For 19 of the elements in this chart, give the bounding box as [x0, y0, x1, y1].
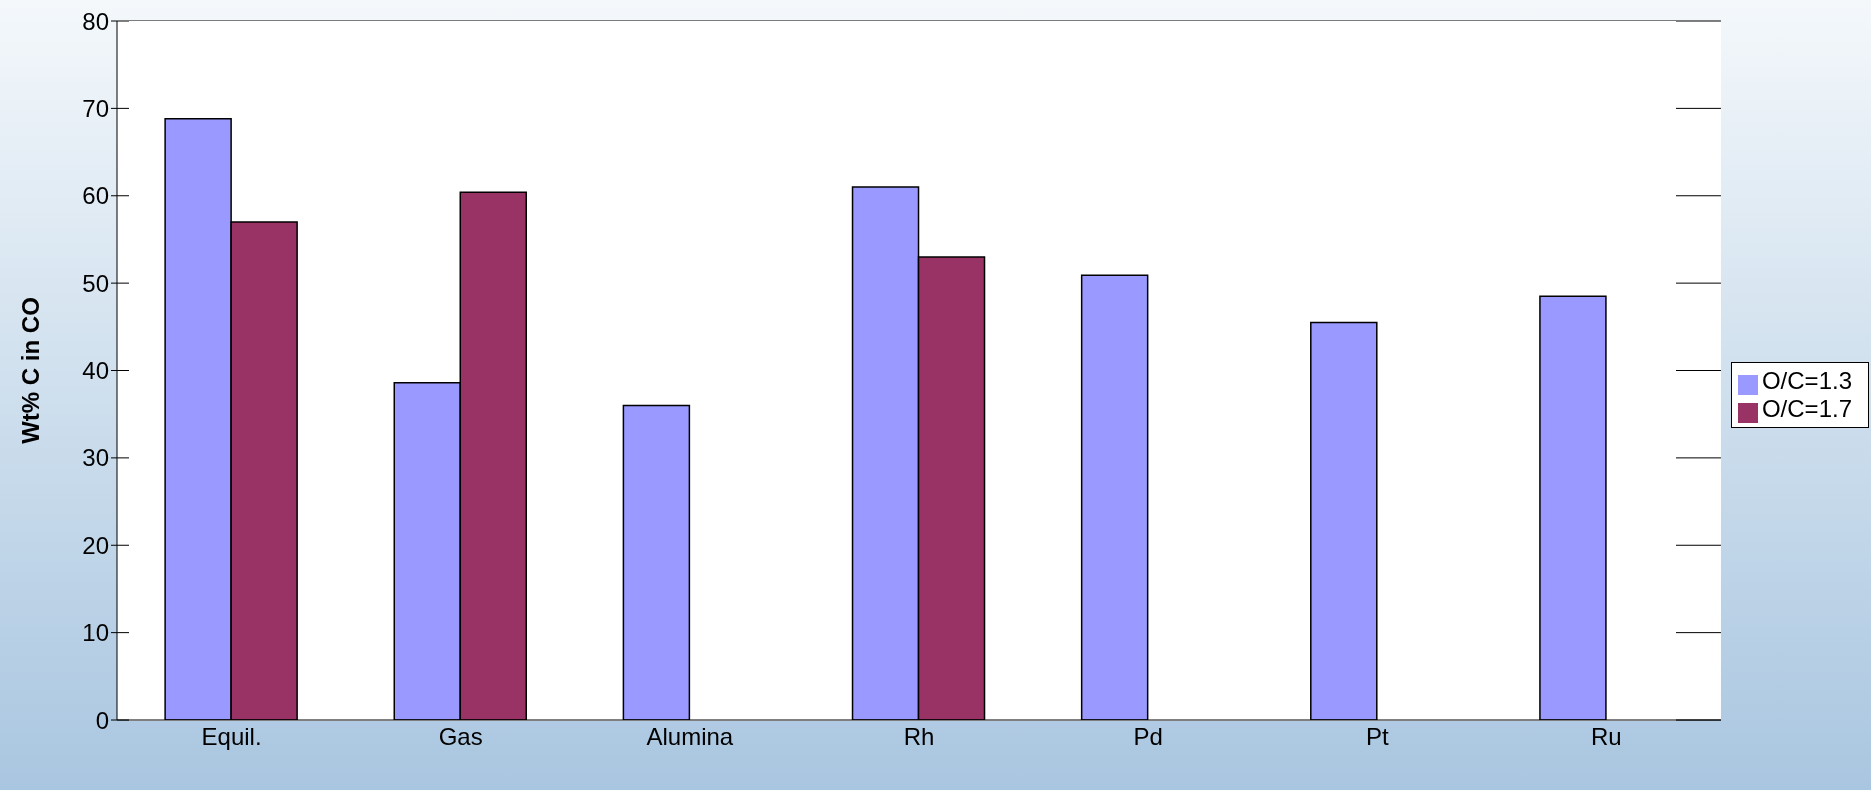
x-tick-label: Pt [1365, 723, 1389, 751]
y-tick-label: 30 [82, 444, 109, 472]
x-tick-label: Equil. [201, 723, 262, 751]
x-tick-label: Ru [1591, 723, 1622, 751]
x-tick-label: Rh [903, 723, 935, 751]
y-axis-title: Wt% C in CO [16, 297, 44, 444]
y-tick-label: 80 [82, 7, 109, 35]
y-tick-label: 60 [82, 182, 109, 210]
y-tick-label: 0 [95, 706, 109, 734]
x-tick-label: Gas [438, 723, 483, 751]
y-tick-label: 40 [82, 357, 109, 385]
y-tick-label: 10 [82, 619, 109, 647]
y-tick-label: 50 [82, 269, 109, 297]
legend-label: O/C=1.3 [1761, 367, 1852, 394]
legend-label: O/C=1.7 [1761, 395, 1852, 422]
x-tick-label: Pd [1133, 723, 1163, 751]
y-tick-label: 20 [82, 531, 109, 559]
y-tick-label: 70 [82, 94, 109, 122]
x-tick-label: Alumina [646, 723, 734, 751]
